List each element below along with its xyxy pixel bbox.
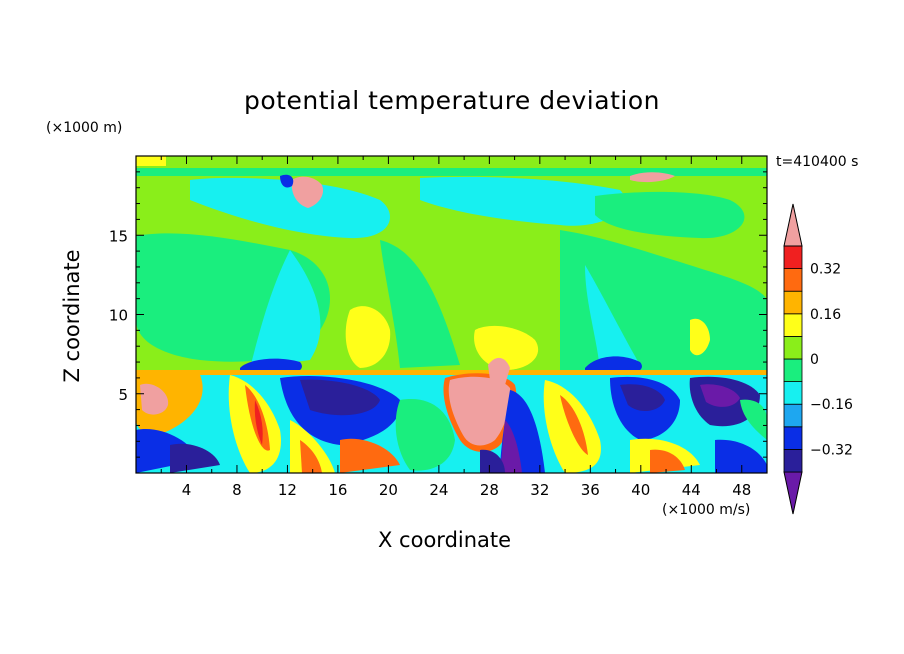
yellow-patch-1 — [345, 306, 391, 368]
colorbar-label: −0.32 — [810, 442, 853, 458]
time-label: t=410400 s — [776, 154, 859, 170]
upper-pink-1 — [291, 176, 324, 208]
x-tick-label: 16 — [328, 481, 347, 499]
green-mid-cone — [380, 240, 460, 368]
field-top-band — [136, 156, 767, 168]
colorbar-bin — [783, 358, 803, 383]
plume-pink-top — [488, 357, 510, 385]
cyan-plume-1 — [190, 177, 390, 239]
colorbar-bin — [783, 426, 803, 450]
colorbar-bin — [783, 448, 803, 473]
colorbar-over-triangle — [783, 203, 803, 247]
colorbar-bin — [783, 335, 803, 360]
x-tick-label: 12 — [278, 481, 297, 499]
colorbar-label: 0 — [810, 352, 819, 368]
x-tick-label: 20 — [379, 481, 398, 499]
contour-field — [136, 156, 767, 473]
cyan-plume-2 — [420, 176, 626, 226]
yellow-patch-2 — [474, 325, 539, 370]
lower-navy-1 — [300, 379, 380, 416]
x-axis-label: X coordinate — [378, 528, 512, 552]
lower-navy-left — [170, 443, 220, 473]
x-tick-label: 40 — [631, 481, 650, 499]
colorbar-bin — [783, 313, 803, 337]
green-plume-3 — [595, 191, 745, 239]
colorbar-bin — [783, 403, 803, 428]
colorbar-under-triangle — [783, 471, 803, 515]
chart-title: potential temperature deviation — [244, 86, 660, 115]
lower-orange-5 — [650, 449, 685, 473]
upper-pink-2 — [630, 172, 675, 183]
lower-red-1 — [254, 400, 263, 445]
lower-blue-4 — [715, 439, 767, 473]
x-tick-label: 32 — [530, 481, 549, 499]
blue-cap-2 — [585, 356, 642, 374]
lower-navy-2 — [480, 449, 505, 473]
colorbar-bin — [783, 381, 803, 405]
colorbar: 0.32 0.16 0 −0.16 −0.32 — [783, 203, 853, 515]
lower-purple-2 — [700, 384, 740, 407]
x-axis: 4 8 12 16 20 24 28 32 36 40 44 48 — [160, 156, 751, 499]
cyan-left-cone — [250, 250, 321, 368]
cyan-right-cone — [585, 265, 640, 368]
x-tick-label: 44 — [682, 481, 701, 499]
lower-orange-3 — [340, 438, 400, 473]
lower-orange-2 — [300, 440, 322, 473]
field-top-yellow — [136, 156, 166, 166]
colorbar-bin — [783, 245, 803, 270]
lower-purple-1 — [500, 420, 522, 473]
x-tick-label: 28 — [480, 481, 499, 499]
x-tick-label: 36 — [581, 481, 600, 499]
lower-navy-3 — [620, 384, 665, 412]
inversion-line — [136, 370, 767, 375]
x-tick-label: 48 — [732, 481, 751, 499]
y-tick-label: 5 — [118, 386, 128, 404]
colorbar-bin — [783, 290, 803, 315]
lower-pink-left — [140, 383, 169, 415]
plume-pink — [448, 376, 511, 446]
field-band-2 — [136, 168, 767, 176]
colorbar-label: 0.16 — [810, 307, 841, 323]
y-tick-label: 15 — [109, 227, 128, 245]
colorbar-label: 0.32 — [810, 262, 841, 278]
lower-green-2 — [740, 399, 767, 440]
y-tick-label: 10 — [109, 307, 128, 325]
yellow-patch-3 — [690, 318, 710, 356]
upper-blue-1 — [280, 174, 294, 188]
colorbar-label: −0.16 — [810, 397, 853, 413]
x-axis-unit: (×1000 m/s) — [662, 502, 751, 518]
x-tick-label: 4 — [182, 481, 192, 499]
x-tick-label: 24 — [429, 481, 448, 499]
x-tick-label: 8 — [232, 481, 242, 499]
y-axis: 5 10 15 — [109, 171, 767, 458]
colorbar-bin — [783, 268, 803, 292]
y-axis-unit: (×1000 m) — [46, 120, 123, 136]
lower-orange-4 — [560, 395, 588, 455]
lower-green-1 — [395, 399, 455, 471]
